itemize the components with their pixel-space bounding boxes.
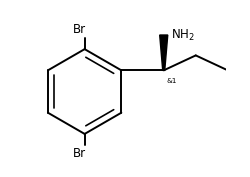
Text: NH$_2$: NH$_2$ (172, 27, 195, 42)
Text: Br: Br (73, 147, 86, 160)
Text: &1: &1 (166, 78, 177, 84)
Polygon shape (160, 35, 168, 70)
Text: Br: Br (73, 23, 86, 36)
